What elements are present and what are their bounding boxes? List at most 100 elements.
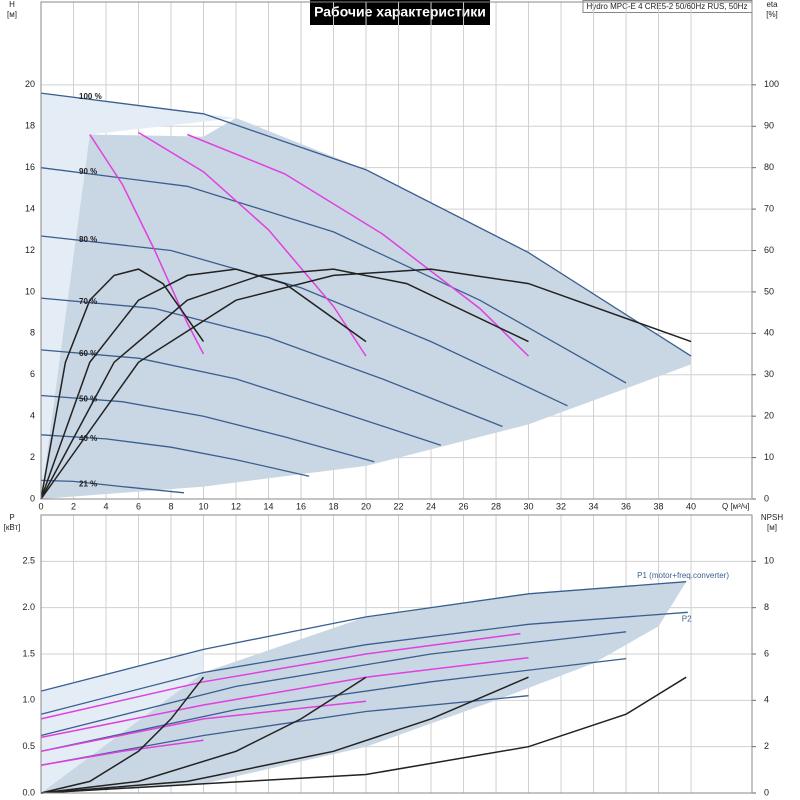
y2-tick-label: 90 bbox=[764, 121, 774, 131]
curve bbox=[40, 657, 627, 752]
x-tick-label: 24 bbox=[426, 501, 436, 511]
curve bbox=[40, 268, 529, 500]
curve bbox=[40, 700, 367, 753]
x-tick-label: 12 bbox=[231, 501, 241, 511]
y2-tick-label: 8 bbox=[764, 602, 769, 612]
curve bbox=[40, 268, 367, 500]
y-tick-label: 10 bbox=[25, 286, 35, 296]
curve-label: 70 % bbox=[79, 297, 97, 306]
plot-frame bbox=[40, 1, 753, 500]
curve-label: P2 bbox=[682, 614, 692, 623]
area bbox=[41, 118, 692, 499]
x-tick-label: 8 bbox=[169, 501, 174, 511]
y-tick-label: 2.0 bbox=[22, 602, 35, 612]
y2-tick-label: 60 bbox=[764, 245, 774, 255]
y-axis-unit: [м] bbox=[7, 10, 17, 19]
y2-tick-label: 4 bbox=[764, 695, 769, 705]
y2-axis-unit: [%] bbox=[766, 10, 778, 19]
y-tick-label: 0.5 bbox=[22, 741, 35, 751]
y-axis-unit: [кВт] bbox=[4, 523, 21, 532]
curve bbox=[89, 134, 205, 355]
curve bbox=[40, 479, 185, 494]
curve bbox=[40, 268, 205, 500]
curve-label: 100 % bbox=[79, 92, 102, 101]
curve bbox=[40, 695, 529, 766]
curve-label: P1 (motor+freq.converter) bbox=[637, 571, 729, 580]
y-tick-label: 16 bbox=[25, 162, 35, 172]
y2-tick-label: 100 bbox=[764, 79, 779, 89]
curve bbox=[40, 611, 688, 715]
curve bbox=[40, 739, 204, 766]
y2-tick-label: 6 bbox=[764, 648, 769, 658]
y2-tick-label: 70 bbox=[764, 203, 774, 213]
y2-axis-label: eta bbox=[766, 0, 778, 9]
curve bbox=[138, 131, 367, 357]
curve bbox=[40, 676, 529, 794]
y2-tick-label: 10 bbox=[764, 452, 774, 462]
x-tick-label: 38 bbox=[654, 501, 664, 511]
y2-tick-label: 0 bbox=[764, 493, 769, 503]
x-tick-label: 10 bbox=[199, 501, 209, 511]
x-tick-label: 28 bbox=[491, 501, 501, 511]
y2-tick-label: 50 bbox=[764, 286, 774, 296]
y2-axis-unit: [м] bbox=[767, 523, 777, 532]
y-tick-label: 0.0 bbox=[22, 787, 35, 797]
x-tick-label: 36 bbox=[621, 501, 631, 511]
x-tick-label: 14 bbox=[264, 501, 274, 511]
curve-label: 21 % bbox=[79, 479, 97, 488]
y2-tick-label: 20 bbox=[764, 411, 774, 421]
y2-tick-label: 0 bbox=[764, 787, 769, 797]
x-tick-label: 34 bbox=[589, 501, 599, 511]
y-tick-label: 6 bbox=[30, 369, 35, 379]
x-tick-label: 30 bbox=[524, 501, 534, 511]
y-tick-label: 14 bbox=[25, 203, 35, 213]
x-tick-label: 0 bbox=[38, 501, 43, 511]
curve-label: 90 % bbox=[79, 167, 97, 176]
y-tick-label: 2 bbox=[30, 452, 35, 462]
y2-tick-label: 40 bbox=[764, 328, 774, 338]
chart-subtitle: Hydro MPC-E 4 CRE5-2 50/60Hz RUS, 50Hz bbox=[587, 2, 748, 11]
curve bbox=[40, 268, 692, 500]
y-tick-label: 20 bbox=[25, 79, 35, 89]
y-tick-label: 12 bbox=[25, 245, 35, 255]
chart-title: Рабочие характеристики bbox=[314, 4, 486, 20]
x-tick-label: 18 bbox=[329, 501, 339, 511]
curve bbox=[40, 656, 529, 739]
curve bbox=[40, 676, 205, 794]
y-tick-label: 4 bbox=[30, 411, 35, 421]
curve bbox=[40, 394, 375, 463]
plot-frame bbox=[40, 514, 753, 794]
y-tick-label: 1.5 bbox=[22, 648, 35, 658]
curve-label: 60 % bbox=[79, 349, 97, 358]
y-axis-label: P bbox=[9, 513, 14, 522]
x-tick-label: 4 bbox=[103, 501, 108, 511]
curve bbox=[40, 235, 568, 407]
curve bbox=[40, 631, 627, 737]
y-tick-label: 1.0 bbox=[22, 695, 35, 705]
x-tick-label: 6 bbox=[136, 501, 141, 511]
x-axis-label: Q [м³/ч] bbox=[722, 502, 749, 511]
x-tick-label: 16 bbox=[296, 501, 306, 511]
curve bbox=[40, 581, 687, 692]
curve bbox=[40, 92, 692, 357]
y-tick-label: 2.5 bbox=[22, 556, 35, 566]
x-tick-label: 2 bbox=[71, 501, 76, 511]
curve bbox=[40, 297, 503, 428]
curve bbox=[187, 133, 530, 357]
curve-label: 80 % bbox=[79, 235, 97, 244]
curve bbox=[40, 676, 367, 794]
curve bbox=[40, 349, 442, 446]
x-tick-label: 22 bbox=[394, 501, 404, 511]
curve bbox=[40, 632, 521, 720]
x-tick-label: 40 bbox=[686, 501, 696, 511]
y2-tick-label: 30 bbox=[764, 369, 774, 379]
y-tick-label: 18 bbox=[25, 121, 35, 131]
y2-tick-label: 2 bbox=[764, 741, 769, 751]
y-tick-label: 8 bbox=[30, 328, 35, 338]
title-box bbox=[310, 0, 490, 25]
y2-tick-label: 80 bbox=[764, 162, 774, 172]
curve bbox=[40, 167, 627, 384]
y-tick-label: 0 bbox=[30, 493, 35, 503]
